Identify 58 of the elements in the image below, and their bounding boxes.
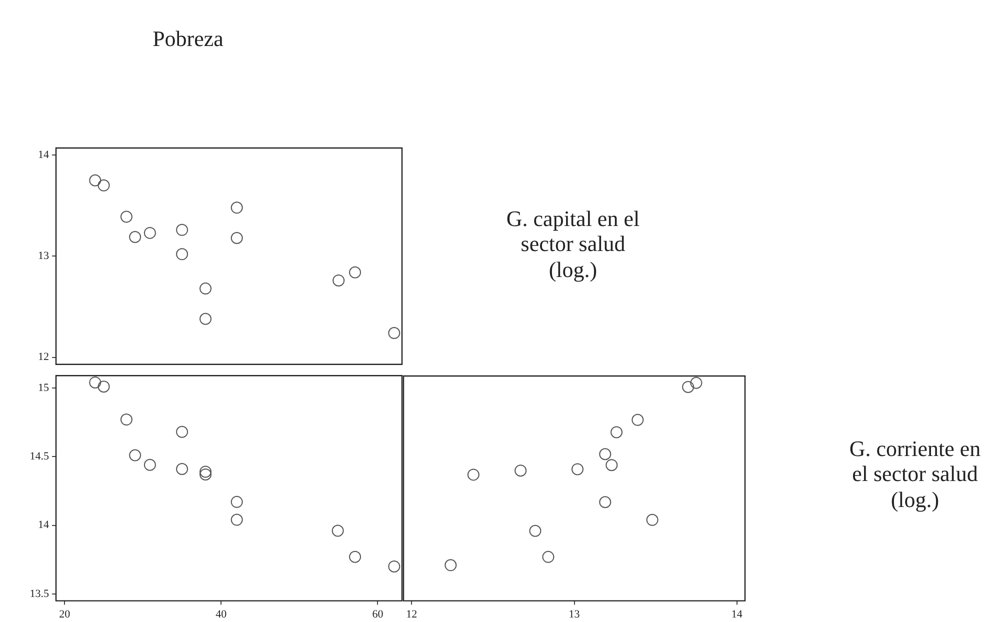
y-tick-label: 14 bbox=[38, 519, 50, 532]
x-tick-label: 60 bbox=[372, 608, 384, 620]
point bbox=[129, 230, 142, 243]
point bbox=[200, 282, 212, 295]
point bbox=[542, 550, 554, 563]
point bbox=[349, 550, 362, 563]
point bbox=[388, 560, 400, 572]
point bbox=[599, 448, 612, 460]
y-tick-label: 14.5 bbox=[30, 450, 50, 463]
point bbox=[606, 459, 618, 472]
point bbox=[176, 426, 188, 438]
point bbox=[129, 449, 142, 462]
point bbox=[610, 426, 623, 438]
point bbox=[230, 496, 243, 508]
x-tick-label: 12 bbox=[406, 608, 418, 620]
point bbox=[349, 266, 362, 278]
point bbox=[176, 248, 188, 260]
point bbox=[89, 174, 102, 186]
point bbox=[144, 226, 156, 239]
point bbox=[388, 327, 400, 340]
y-axis-title: G. corriente en el sector salud (log.) bbox=[848, 436, 982, 512]
point bbox=[444, 559, 457, 572]
point bbox=[230, 232, 243, 244]
point bbox=[89, 376, 102, 388]
point bbox=[120, 210, 132, 223]
point bbox=[120, 414, 132, 426]
x-tick-label: 20 bbox=[59, 608, 71, 620]
chart-title: Pobreza bbox=[152, 26, 224, 52]
point bbox=[200, 466, 212, 478]
point bbox=[332, 524, 344, 537]
point bbox=[599, 496, 612, 508]
point bbox=[144, 458, 156, 471]
point bbox=[332, 274, 345, 286]
y-tick-label: 15 bbox=[38, 382, 50, 394]
point bbox=[572, 463, 584, 476]
point bbox=[230, 514, 243, 526]
point bbox=[529, 524, 542, 537]
point bbox=[176, 224, 188, 236]
point bbox=[646, 514, 658, 526]
point bbox=[682, 380, 694, 393]
point bbox=[632, 414, 644, 426]
x-tick-label: 13 bbox=[568, 608, 580, 620]
y-tick-label: 13.5 bbox=[30, 588, 50, 600]
point bbox=[200, 468, 212, 480]
x-tick-label: 40 bbox=[216, 608, 228, 620]
y-tick-label: 13 bbox=[38, 250, 50, 262]
x-tick-label: 14 bbox=[731, 608, 743, 620]
point bbox=[690, 376, 702, 389]
y-tick-label: 12 bbox=[38, 351, 49, 364]
point bbox=[230, 202, 243, 214]
point bbox=[200, 312, 212, 325]
point bbox=[467, 468, 480, 481]
y-axis-title: G. capital en el sector salud (log.) bbox=[505, 206, 641, 282]
point bbox=[176, 462, 188, 475]
point bbox=[98, 380, 110, 393]
point bbox=[98, 179, 110, 192]
y-tick-label: 14 bbox=[38, 148, 50, 161]
point bbox=[514, 464, 527, 477]
